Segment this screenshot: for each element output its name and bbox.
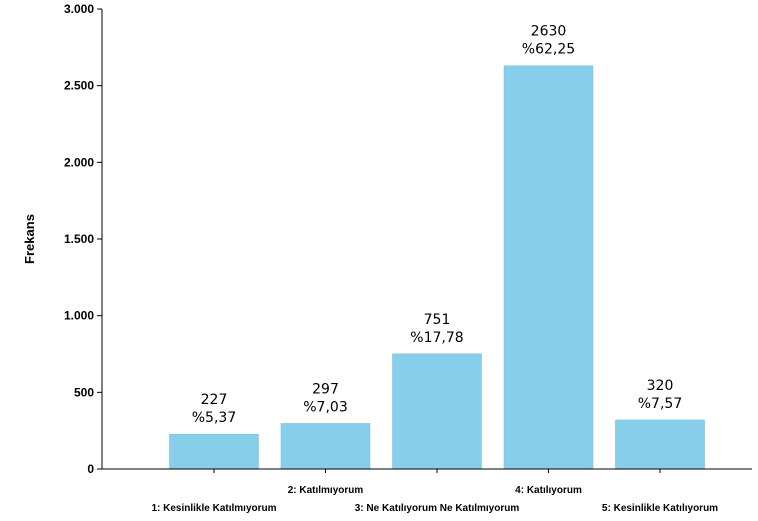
bar-value-label: 751 (424, 312, 451, 328)
y-axis: 0 500 1.000 1.500 2.000 2.500 3.000 (64, 2, 103, 476)
y-tick-label: 1.000 (64, 309, 94, 323)
y-axis-label: Frekans (22, 214, 37, 264)
bar (503, 65, 594, 470)
bar-percent-label: %17,78 (410, 330, 463, 346)
bar (169, 433, 259, 470)
bar-value-label: 320 (647, 378, 674, 394)
y-tick-label: 0 (87, 462, 94, 476)
x-tick-label: 3: Ne Katılıyorum Ne Katılmıyorum (355, 503, 520, 514)
y-tick-label: 1.500 (64, 232, 94, 246)
x-axis: 1: Kesinlikle Katılmıyorum 2: Katılmıyoru… (102, 468, 752, 514)
bars: 227 %5,37 297 %7,03 751 %17,78 2630 %62,25 320 %7… (169, 24, 705, 470)
bar-percent-label: %5,37 (192, 410, 236, 426)
x-tick-label: 4: Katılıyorum (515, 485, 582, 496)
bar-value-label: 297 (312, 381, 339, 397)
bar (615, 419, 705, 470)
y-tick-label: 2.500 (64, 79, 94, 93)
bar-value-label: 227 (201, 392, 228, 408)
bar-percent-label: %7,57 (638, 396, 682, 412)
bar-value-label: 2630 (531, 24, 567, 40)
x-tick-label: 2: Katılmıyorum (288, 485, 364, 496)
x-tick-label: 1: Kesinlikle Katılmıyorum (151, 503, 276, 514)
x-tick-label: 5: Kesinlikle Katılıyorum (602, 503, 718, 514)
bar (392, 353, 482, 470)
y-tick-label: 500 (74, 385, 94, 399)
y-tick-label: 2.000 (64, 155, 94, 169)
bar (280, 423, 371, 470)
y-tick-label: 3.000 (64, 2, 94, 16)
bar-percent-label: %7,03 (303, 399, 347, 415)
bar-percent-label: %62,25 (522, 42, 575, 58)
